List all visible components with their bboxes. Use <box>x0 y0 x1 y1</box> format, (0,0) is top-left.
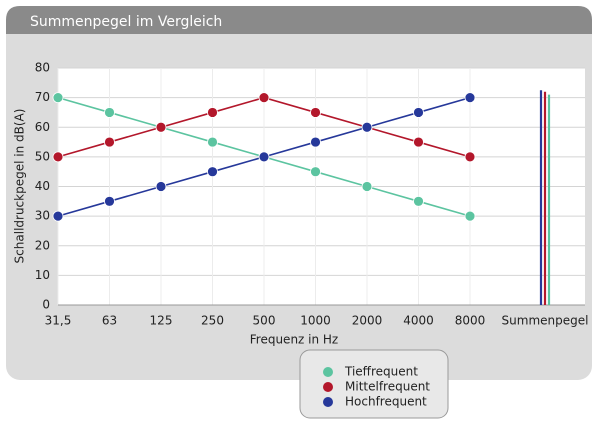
y-tick-label: 70 <box>35 90 50 104</box>
point <box>310 166 321 178</box>
header <box>6 6 592 34</box>
y-tick-label: 50 <box>35 149 50 163</box>
point <box>207 107 218 118</box>
x-tick-label: 500 <box>253 314 276 328</box>
point <box>104 136 115 148</box>
y-tick-label: 20 <box>35 238 50 252</box>
x-tick-label: 8000 <box>455 314 486 328</box>
point <box>52 210 64 222</box>
y-tick-label: 80 <box>35 61 50 75</box>
x-tick-label: 1000 <box>300 314 331 328</box>
legend-label: Hochfrequent <box>345 395 427 409</box>
legend <box>299 349 449 419</box>
y-tick-label: 0 <box>42 298 50 312</box>
point <box>413 195 424 207</box>
point <box>310 107 321 118</box>
point <box>104 107 115 118</box>
point <box>155 121 167 133</box>
point <box>413 136 424 148</box>
legend-marker <box>323 367 333 377</box>
point <box>258 92 270 104</box>
point <box>104 195 115 207</box>
point <box>52 151 64 163</box>
legend-marker <box>323 397 333 407</box>
x-tick-label: 4000 <box>403 314 434 328</box>
point <box>464 151 476 163</box>
legend-marker <box>323 382 333 392</box>
y-tick-label: 40 <box>35 179 50 193</box>
point <box>464 92 476 104</box>
point <box>361 121 373 133</box>
x-tick-label: 125 <box>150 314 173 328</box>
x-tick-label: 63 <box>102 314 117 328</box>
y-axis-label: Schalldruckpegel in dB(A) <box>13 109 27 264</box>
x-tick-label: 250 <box>201 314 224 328</box>
point <box>207 166 218 178</box>
chart-title: Summenpegel im Vergleich <box>30 14 222 30</box>
point <box>413 107 424 118</box>
x-tick-label: 31,5 <box>45 314 72 328</box>
point <box>52 92 64 104</box>
point <box>258 151 270 163</box>
x-axis-label: Frequenz in Hz <box>250 333 338 347</box>
x-tick-label: 2000 <box>352 314 383 328</box>
y-tick-label: 30 <box>35 209 50 223</box>
y-tick-label: 60 <box>35 120 50 134</box>
point <box>361 181 373 192</box>
legend-label: Mittelfrequent <box>345 380 430 394</box>
x-tick-label: Summenpegel <box>502 314 589 328</box>
point <box>310 136 321 148</box>
legend-label: Tieffrequent <box>344 365 418 379</box>
y-tick-label: 10 <box>35 268 50 282</box>
point <box>464 210 476 222</box>
point <box>155 181 167 192</box>
point <box>207 136 218 148</box>
